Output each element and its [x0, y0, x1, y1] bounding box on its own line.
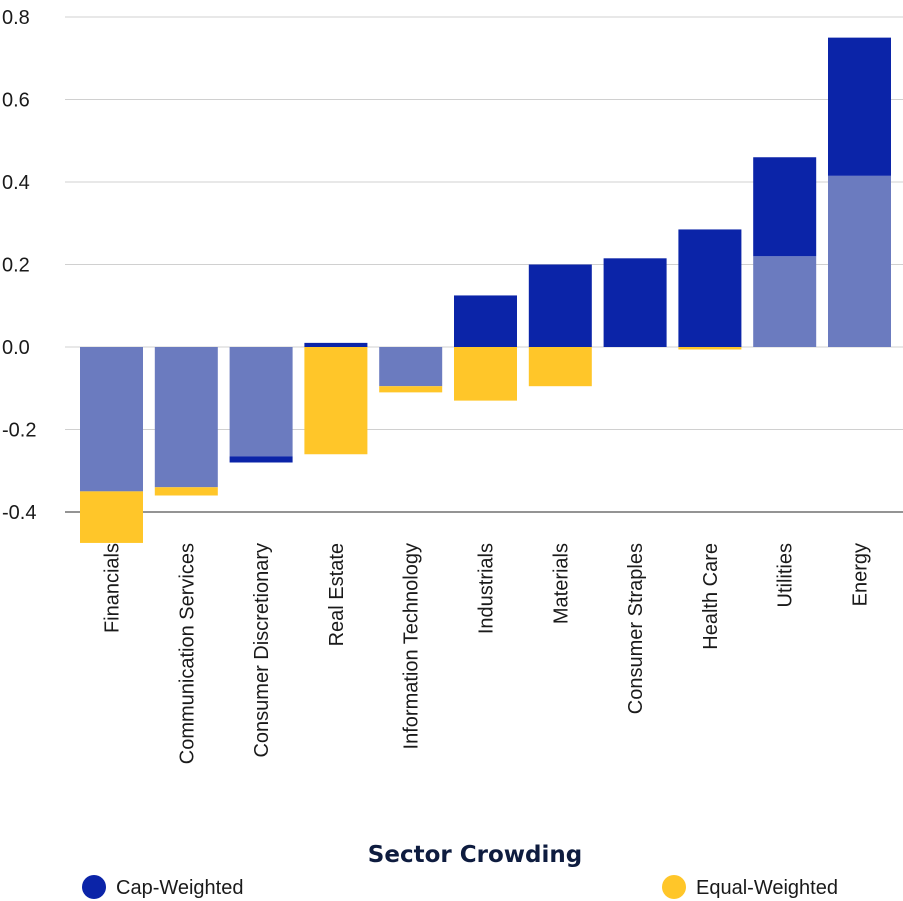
x-category-label: Consumer Straples	[625, 543, 647, 714]
equal-weighted-bar	[304, 347, 368, 455]
x-category-label: Information Technology	[401, 543, 423, 749]
y-axis-ticks: 0.8 0.6 0.4 0.2 0.0 -0.2 -0.4	[2, 7, 36, 524]
x-category-label: Health Care	[700, 543, 722, 650]
equal-weighted-bar	[454, 347, 517, 401]
legend-label: Equal-Weighted	[696, 877, 838, 899]
cap-weighted-bar	[454, 295, 517, 347]
cap-weighted-bar	[304, 342, 368, 347]
y-tick-label: 0.4	[2, 172, 30, 194]
x-category-label: Financials	[102, 543, 124, 633]
overlap-bar	[379, 347, 443, 387]
x-category-label: Real Estate	[326, 543, 348, 646]
x-axis-categories: Financials Communication Services Consumer…	[102, 543, 872, 764]
overlap-bar	[229, 347, 293, 457]
legend-label: Cap-Weighted	[116, 877, 243, 899]
cap-weighted-bar	[753, 157, 817, 257]
x-axis-title: Sector Crowding	[368, 842, 582, 868]
y-tick-label: 0.2	[2, 255, 30, 277]
legend-marker	[662, 875, 686, 899]
x-category-label: Energy	[850, 543, 872, 606]
y-tick-label: 0.8	[2, 7, 30, 29]
x-category-label: Materials	[550, 543, 572, 624]
cap-weighted-bar	[603, 258, 667, 347]
legend-marker	[82, 875, 106, 899]
overlap-bar	[753, 256, 817, 347]
y-tick-label: 0.0	[2, 337, 30, 359]
cap-weighted-bar	[678, 229, 742, 347]
overlap-bar	[154, 347, 218, 488]
x-category-label: Communication Services	[176, 543, 198, 764]
equal-weighted-bar	[528, 347, 592, 387]
cap-weighted-bar	[528, 264, 592, 347]
equal-weighted-bar	[154, 487, 218, 496]
equal-weighted-bar	[379, 386, 443, 393]
bars	[80, 37, 891, 543]
legend: Cap-Weighted Equal-Weighted	[82, 875, 838, 899]
equal-weighted-bar	[678, 347, 742, 350]
x-category-label: Industrials	[476, 543, 498, 634]
x-category-label: Utilities	[775, 543, 797, 607]
overlap-bar	[80, 347, 143, 492]
y-tick-label: -0.4	[2, 502, 36, 524]
x-category-label: Consumer Discretionary	[251, 543, 273, 758]
cap-weighted-bar	[229, 456, 293, 463]
cap-weighted-bar	[828, 37, 891, 176]
y-tick-label: -0.2	[2, 420, 36, 442]
overlap-bar	[828, 175, 891, 347]
y-tick-label: 0.6	[2, 90, 30, 112]
equal-weighted-bar	[80, 491, 143, 543]
